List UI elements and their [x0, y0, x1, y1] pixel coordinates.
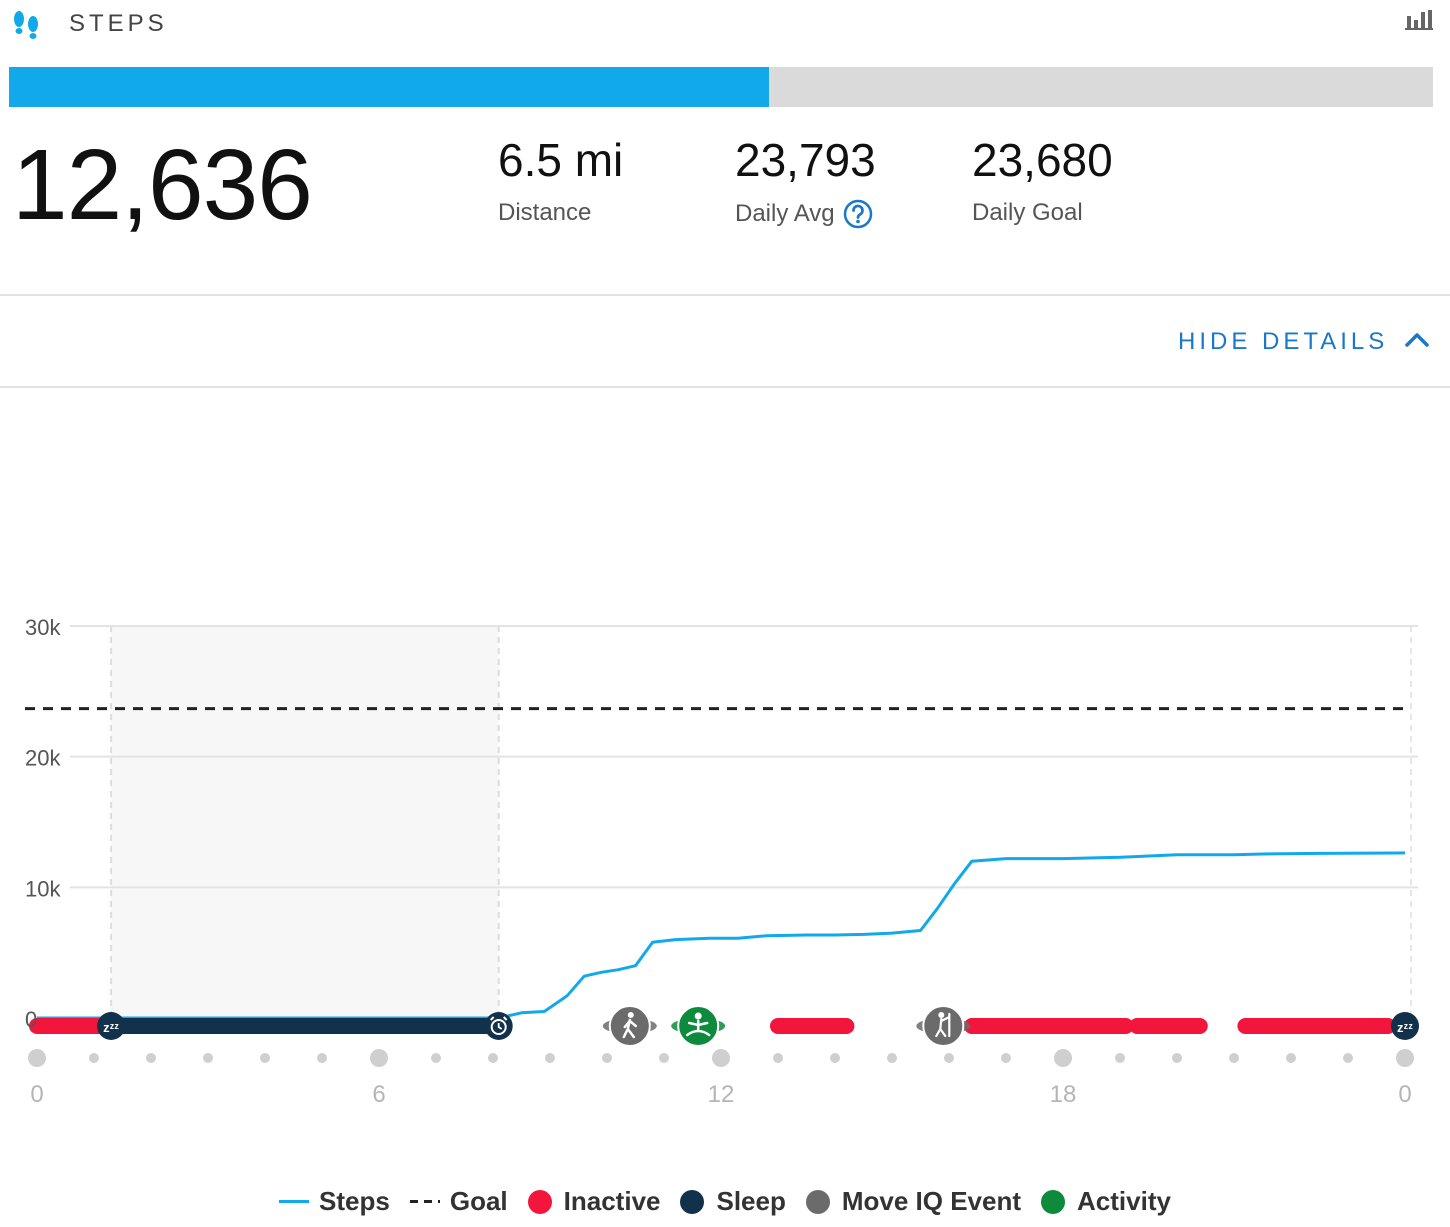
hour-dot — [773, 1053, 783, 1063]
x-tick-label: 6 — [372, 1081, 385, 1108]
chevron-up-icon[interactable] — [1404, 330, 1430, 348]
zzz-glyph: zᶻᶻ — [103, 1020, 119, 1035]
walker-head — [627, 1012, 634, 1018]
hide-details-button[interactable]: HIDE DETAILS — [1178, 328, 1389, 355]
x-tick-label: 12 — [708, 1081, 735, 1108]
hour-dot-major — [370, 1049, 388, 1067]
hour-dot — [1172, 1053, 1182, 1063]
footsteps-icon — [14, 11, 38, 39]
sleep-zzz-icon: zᶻᶻ — [1391, 1012, 1419, 1040]
hour-dot — [602, 1053, 612, 1063]
steps-line — [37, 851, 1406, 1020]
hour-dot — [146, 1053, 156, 1063]
legend-label: Inactive — [563, 1186, 661, 1216]
daily-avg-label: Daily Avg — [735, 200, 835, 227]
legend-dot-swatch — [680, 1189, 705, 1214]
yoga-head — [694, 1012, 702, 1020]
yoga-icon — [671, 1005, 726, 1047]
steps-chart: zᶻᶻ zᶻᶻ 0 10k 20k 30k 0 6 12 18 0 — [25, 615, 1419, 1108]
hour-dot-major — [28, 1049, 46, 1067]
hour-dot — [887, 1053, 897, 1063]
hour-dot — [1229, 1053, 1239, 1063]
event-circle — [922, 1005, 965, 1047]
walker-body — [622, 1018, 638, 1039]
legend-label: Move IQ Event — [841, 1186, 1022, 1216]
alarm-clock-icon — [484, 1012, 513, 1040]
x-tick-label: 18 — [1050, 1081, 1077, 1108]
legend-item-inactive[interactable]: Inactive — [527, 1186, 661, 1217]
divider — [0, 386, 1450, 388]
hour-dot-major — [1054, 1049, 1072, 1067]
hour-dot — [317, 1053, 327, 1063]
sleep-marker-circle — [1391, 1012, 1419, 1040]
legend-label: Steps — [319, 1186, 390, 1216]
elliptical-body — [935, 1012, 951, 1038]
x-tick-label: 0 — [1398, 1081, 1411, 1108]
hour-dot — [89, 1053, 99, 1063]
clock-bells — [489, 1016, 508, 1021]
hour-dot — [488, 1053, 498, 1063]
zzz-glyph: zᶻᶻ — [1397, 1020, 1413, 1035]
sleep-window-shade — [111, 626, 499, 1018]
x-tick-label: 0 — [30, 1081, 43, 1108]
y-tick-label: 0 — [25, 1007, 37, 1032]
hour-dot — [830, 1053, 840, 1063]
daily-goal-label: Daily Goal — [972, 199, 1083, 226]
hour-dot — [1001, 1053, 1011, 1063]
distance-value: 6.5 mi — [498, 134, 624, 186]
legend-item-activity[interactable]: Activity — [1041, 1186, 1171, 1217]
hour-dot — [203, 1053, 213, 1063]
clock-hands — [497, 1023, 503, 1030]
y-tick-label: 10k — [25, 876, 61, 901]
y-tick-label: 30k — [25, 615, 61, 640]
chart-legend: Steps Goal Inactive Sleep Move IQ Event Activ… — [0, 1186, 1450, 1217]
y-tick-label: 20k — [25, 746, 61, 771]
daily-avg-stat: 23,793 Daily Avg — [735, 133, 876, 229]
legend-dot-swatch — [527, 1189, 552, 1214]
clock-face — [490, 1019, 507, 1035]
elliptical-icon — [916, 1005, 971, 1047]
help-icon[interactable] — [843, 199, 873, 229]
page-title: STEPS — [69, 10, 168, 37]
legend-line-swatch — [279, 1200, 310, 1203]
bar-chart-icon[interactable] — [1404, 8, 1434, 30]
hour-dot — [1286, 1053, 1296, 1063]
steps-progress-bar — [9, 67, 1433, 107]
sleep-zzz-icon: zᶻᶻ — [97, 1012, 126, 1040]
event-circle — [608, 1005, 651, 1047]
daily-goal-stat: 23,680 Daily Goal — [972, 133, 1113, 227]
hour-dot — [431, 1053, 441, 1063]
daily-avg-label-row: Daily Avg — [735, 199, 876, 229]
elliptical-head — [938, 1012, 945, 1018]
legend-label: Sleep — [716, 1186, 786, 1216]
yoga-body — [685, 1019, 711, 1037]
legend-item-steps[interactable]: Steps — [279, 1186, 390, 1217]
legend-dot-swatch — [1041, 1189, 1066, 1214]
distance-label: Distance — [498, 199, 592, 226]
walking-icon — [602, 1005, 657, 1047]
daily-goal-value: 23,680 — [972, 134, 1113, 186]
legend-label: Goal — [449, 1186, 508, 1216]
legend-dash-swatch — [409, 1200, 440, 1203]
total-steps: 12,636 — [12, 129, 313, 241]
hour-dot-major — [1396, 1049, 1414, 1067]
hour-dot — [260, 1053, 270, 1063]
legend-label: Activity — [1077, 1186, 1171, 1216]
hour-dot-major — [712, 1049, 730, 1067]
divider — [0, 294, 1450, 296]
distance-stat: 6.5 mi Distance — [498, 133, 623, 227]
legend-item-move-iq-event[interactable]: Move IQ Event — [805, 1186, 1022, 1217]
steps-header: STEPS — [0, 0, 1450, 50]
hour-dot — [1343, 1053, 1353, 1063]
legend-dot-swatch — [805, 1189, 830, 1214]
steps-progress-fill — [9, 67, 770, 107]
hour-dot — [1115, 1053, 1125, 1063]
hour-dot — [944, 1053, 954, 1063]
hour-dot — [659, 1053, 669, 1063]
hour-dot — [545, 1053, 555, 1063]
legend-item-sleep[interactable]: Sleep — [680, 1186, 786, 1217]
legend-item-goal[interactable]: Goal — [409, 1186, 508, 1217]
sleep-marker-circle — [97, 1012, 126, 1040]
daily-avg-value: 23,793 — [735, 134, 876, 186]
